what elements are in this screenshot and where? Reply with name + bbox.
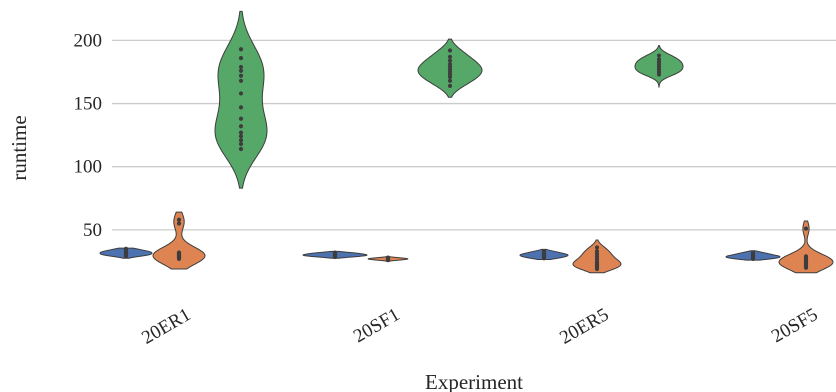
data-point [238,73,244,78]
x-tick-label: 20SF5 [768,304,821,347]
data-point [656,53,662,58]
y-tick-label: 100 [74,157,103,178]
data-point [656,57,662,62]
data-point [238,105,244,110]
x-axis-label: Experiment [425,370,523,392]
data-point [238,55,244,61]
data-point [238,47,244,52]
data-point [541,249,547,254]
data-point [385,255,391,260]
data-point [803,254,809,259]
data-point [176,250,182,255]
data-point [176,217,182,222]
data-point [238,116,244,121]
data-point [238,68,244,73]
x-tick-label: 20ER5 [556,304,612,349]
violins [99,10,834,274]
data-point [123,246,129,251]
data-point [238,130,244,135]
y-axis-label: runtime [7,115,31,180]
data-point [447,54,453,59]
violin-20SF5-1 [778,220,834,274]
y-tick-label: 200 [74,30,103,51]
data-point [594,245,600,250]
data-point [238,78,244,83]
data-point [238,138,244,143]
data-point [332,250,338,255]
data-point [238,134,244,139]
x-tick-labels: 20ER1 20SF1 20ER5 20SF5 [138,304,821,349]
data-point [238,141,244,147]
x-tick-label: 20SF1 [350,304,403,347]
data-point [447,83,453,88]
data-point [176,221,182,226]
data-point [238,91,244,96]
data-point [594,249,600,254]
y-tick-label: 150 [74,94,103,115]
data-point [803,226,809,231]
data-point [750,250,756,255]
data-point [447,62,453,67]
data-point [238,64,244,70]
data-point [447,78,453,83]
data-point [447,48,453,53]
x-tick-label: 20ER1 [138,304,194,349]
y-tick-labels: 50 100 150 200 [74,30,103,240]
data-point [447,58,453,63]
data-point [238,146,244,152]
violin-20ER1-1 [152,211,206,270]
y-tick-label: 50 [83,220,102,241]
violin-20ER1-2 [214,10,268,189]
data-point [238,124,244,129]
